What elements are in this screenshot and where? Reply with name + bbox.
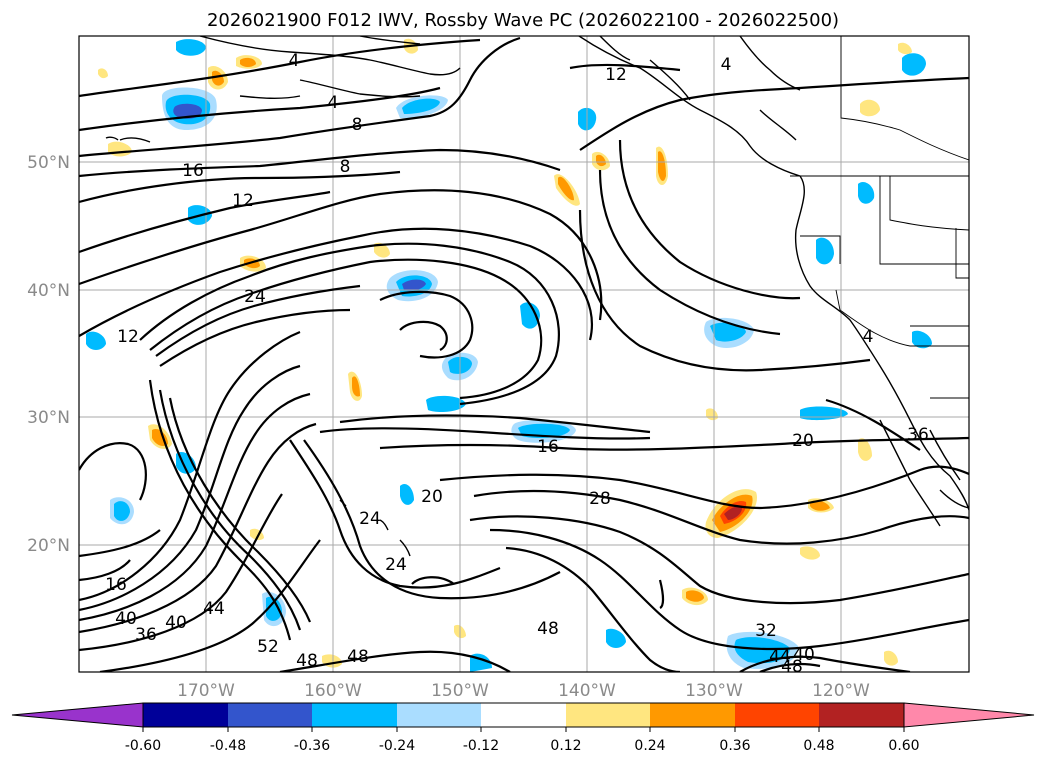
lon-label-170w: 170°W [177, 681, 235, 701]
colorbar-segment [481, 703, 566, 727]
contour-label: 12 [117, 327, 139, 347]
contour-label: 12 [232, 191, 254, 211]
contour-label: 16 [105, 575, 127, 595]
contour-label: 32 [755, 621, 777, 641]
colorbar-extend-high [903, 702, 1035, 728]
figure-title: 2026021900 F012 IWV, Rossby Wave PC (202… [207, 10, 839, 31]
lon-label-150w: 150°W [431, 681, 489, 701]
contour-label: 16 [182, 161, 204, 181]
colorbar-tick-label: -0.12 [463, 738, 499, 754]
colorbar-tick-label: 0.48 [803, 738, 834, 754]
colorbar-tick-label: -0.36 [294, 738, 330, 754]
contour-label: 28 [589, 489, 611, 509]
colorbar-segment [650, 703, 735, 727]
lon-label-140w: 140°W [558, 681, 616, 701]
contour-label: 48 [347, 647, 369, 667]
longitude-labels: 170°W 160°W 150°W 140°W 130°W 120°W [177, 681, 870, 701]
colorbar-tick-label: 0.24 [634, 738, 665, 754]
colorbar-segment [397, 703, 481, 727]
colorbar-tick-label: -0.48 [210, 738, 246, 754]
contour-label: 48 [781, 657, 803, 677]
colorbar-tick-label: 0.60 [888, 738, 919, 754]
contour-label: 48 [537, 619, 559, 639]
graticule [79, 36, 969, 672]
contour-label: 16 [537, 437, 559, 457]
lat-label-40n: 40°N [27, 281, 70, 301]
contour-label: 40 [793, 645, 815, 665]
contour-label: 8 [352, 115, 363, 135]
colorbar-segment [566, 703, 650, 727]
latitude-labels: 50°N 40°N 30°N 20°N [27, 153, 70, 556]
contour-label: 24 [385, 555, 407, 575]
colorbar: -0.60 -0.48 -0.36 -0.24 -0.12 0.12 0.24 … [11, 702, 1035, 754]
political-borders [790, 36, 969, 399]
colorbar-ticks [142, 727, 905, 732]
contour-label: 36 [907, 425, 929, 445]
contour-label: 52 [257, 637, 279, 657]
lon-label-130w: 130°W [685, 681, 743, 701]
colorbar-tick-label: -0.60 [125, 738, 161, 754]
contour-label: 40 [115, 609, 137, 629]
contour-label: 24 [359, 509, 381, 529]
lat-label-30n: 30°N [27, 408, 70, 428]
colorbar-segment [228, 703, 312, 727]
colorbar-tick-label: 0.36 [719, 738, 750, 754]
coastlines [105, 36, 969, 557]
lon-label-160w: 160°W [304, 681, 362, 701]
colorbar-segment [312, 703, 397, 727]
lat-label-20n: 20°N [27, 536, 70, 556]
contour-label: 44 [769, 647, 791, 667]
iwv-contours [79, 36, 969, 672]
contour-label: 4 [863, 327, 874, 347]
contour-label: 20 [792, 431, 814, 451]
colorbar-tick-label: -0.24 [379, 738, 415, 754]
lon-label-120w: 120°W [812, 681, 870, 701]
colorbar-segment [143, 703, 228, 727]
contour-label: 44 [203, 599, 225, 619]
contour-label: 20 [421, 487, 443, 507]
contour-label: 8 [340, 157, 351, 177]
contour-label: 4 [289, 51, 300, 71]
contour-label: 4 [721, 55, 732, 75]
colorbar-tick-label: 0.12 [550, 738, 581, 754]
colorbar-segment [735, 703, 819, 727]
colorbar-extend-low [11, 702, 144, 728]
map-background [79, 36, 969, 672]
lat-label-50n: 50°N [27, 153, 70, 173]
contour-label: 48 [296, 651, 318, 671]
contour-label: 12 [605, 65, 627, 85]
contour-label: 36 [135, 625, 157, 645]
map-area: 4 4 12 4 8 8 16 12 24 12 16 20 28 20 24 … [79, 36, 969, 677]
contour-labels: 4 4 12 4 8 8 16 12 24 12 16 20 28 20 24 … [105, 51, 929, 677]
colorbar-segment [819, 703, 904, 727]
contour-label: 24 [244, 287, 266, 307]
contour-label: 4 [328, 93, 339, 113]
map-frame [78, 35, 970, 673]
contour-label: 40 [165, 613, 187, 633]
colorbar-frame [142, 702, 905, 728]
